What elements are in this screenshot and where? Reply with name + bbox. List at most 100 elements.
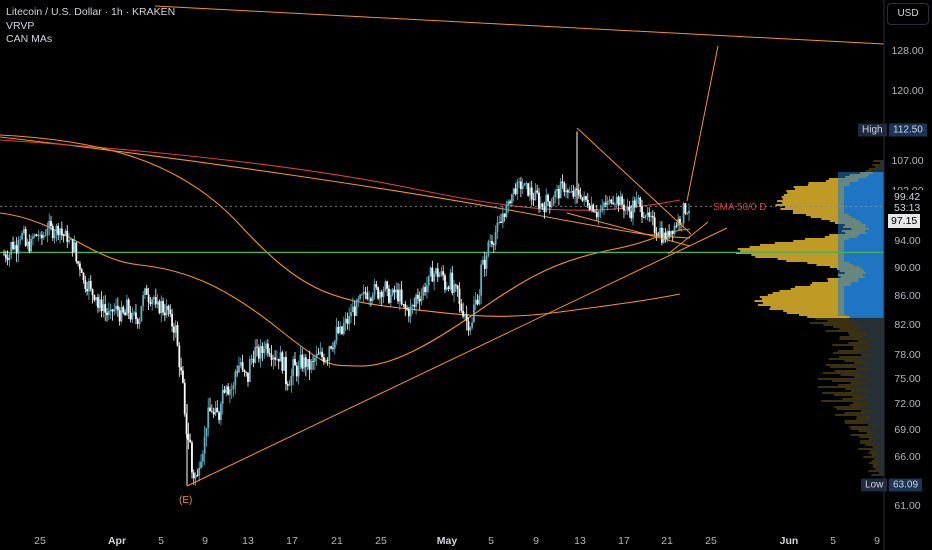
- candle-down: [129, 312, 132, 320]
- volume-bar-up: [751, 254, 844, 256]
- volume-bar-down: [855, 320, 884, 322]
- candle-up: [131, 312, 134, 320]
- x-tick-label: 17: [286, 535, 298, 547]
- candle-down: [84, 280, 87, 289]
- high-label: High: [858, 123, 887, 137]
- candle-up: [283, 357, 286, 371]
- candle-down: [623, 204, 625, 211]
- candle-down: [15, 245, 18, 254]
- candle-down: [341, 326, 343, 334]
- volume-bar-up: [807, 184, 850, 186]
- candle-up: [68, 240, 70, 242]
- candle-up: [534, 190, 537, 201]
- volume-bar-up: [786, 260, 844, 262]
- candle-up: [259, 346, 262, 359]
- candle-down: [210, 411, 213, 413]
- candle-down: [561, 181, 564, 184]
- candle-up: [201, 453, 204, 462]
- volume-bar-up: [810, 284, 851, 286]
- candle-up: [348, 316, 351, 325]
- candle-up: [39, 234, 42, 236]
- x-tick-label: 9: [533, 535, 539, 547]
- volume-bar-down: [856, 366, 884, 368]
- candle-down: [266, 343, 269, 354]
- volume-bar-down: [864, 388, 884, 390]
- candle-down: [149, 301, 152, 304]
- y-tick-label: 78.00: [894, 349, 921, 361]
- candle-up: [194, 475, 197, 479]
- volume-bar-down: [854, 364, 884, 366]
- candle-up: [165, 305, 168, 316]
- x-tick-label: 25: [375, 535, 387, 547]
- low-value: 63.09: [889, 478, 923, 492]
- candle-down: [180, 367, 183, 371]
- ma-slow-line: [0, 136, 691, 239]
- candle-up: [494, 231, 497, 246]
- candle-down: [169, 309, 172, 315]
- volume-bar-down: [874, 170, 884, 172]
- volume-bar-down: [866, 332, 884, 334]
- candle-up: [59, 228, 61, 236]
- candle-down: [304, 357, 307, 367]
- volume-bar-down: [872, 410, 884, 412]
- wedge-upper-line: [576, 127, 692, 235]
- indicator-can-mas[interactable]: CAN MAs: [6, 33, 53, 45]
- x-tick-label: 17: [618, 535, 630, 547]
- volume-bar-down: [859, 414, 884, 416]
- candle-down: [684, 203, 687, 214]
- currency-button[interactable]: USD: [887, 3, 929, 25]
- chart-title: Litecoin / U.S. Dollar · 1h · KRAKEN: [6, 6, 176, 18]
- candle-up: [453, 284, 455, 293]
- volume-bar-down: [854, 330, 884, 332]
- volume-bar-up: [808, 182, 851, 184]
- candle-up: [357, 298, 360, 302]
- candle-up: [373, 284, 376, 295]
- candle-up: [599, 210, 602, 213]
- candle-up: [554, 191, 557, 197]
- candle-down: [77, 261, 80, 264]
- candle-down: [366, 292, 369, 300]
- candle-up: [473, 304, 475, 323]
- x-tick-label: 9: [202, 535, 208, 547]
- candle-up: [474, 299, 477, 305]
- candle-up: [662, 232, 665, 243]
- volume-bar-down: [878, 164, 884, 166]
- volume-bar-down: [867, 428, 884, 430]
- indicator-vrvp[interactable]: VRVP: [6, 20, 35, 32]
- candle-down: [167, 305, 170, 310]
- volume-bar-down: [861, 328, 884, 330]
- candle-up: [272, 357, 275, 360]
- volume-bar-down: [870, 340, 884, 342]
- candle-down: [41, 234, 43, 238]
- candle-down: [158, 301, 161, 314]
- candle-up: [22, 229, 25, 234]
- candle-down: [91, 289, 94, 296]
- candle-down: [454, 284, 457, 286]
- candle-down: [245, 371, 248, 373]
- candle-down: [675, 225, 678, 227]
- candle-down: [196, 475, 199, 476]
- candle-down: [648, 212, 651, 218]
- candle-down: [93, 295, 96, 301]
- candle-up: [232, 385, 235, 389]
- x-tick-label: 21: [661, 535, 673, 547]
- candle-down: [444, 275, 446, 290]
- candle-down: [252, 358, 255, 363]
- candle-down: [413, 304, 416, 307]
- candle-up: [391, 289, 394, 295]
- candle-up: [46, 228, 49, 236]
- candle-up: [30, 238, 33, 252]
- volume-bar-down: [859, 406, 884, 408]
- candle-up: [279, 352, 282, 362]
- candle-down: [451, 272, 454, 293]
- candle-down: [380, 291, 383, 298]
- volume-bar-down: [861, 384, 884, 386]
- candle-up: [433, 273, 436, 282]
- candle-down: [256, 346, 258, 348]
- candle-up: [207, 407, 210, 428]
- candle-up: [73, 242, 76, 252]
- candle-down: [172, 326, 175, 333]
- volume-bar-up: [761, 298, 844, 300]
- candle-down: [377, 287, 380, 299]
